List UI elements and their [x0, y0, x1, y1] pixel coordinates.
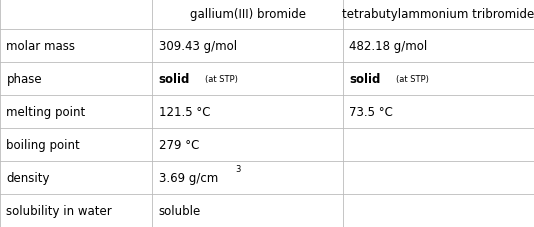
Text: density: density — [6, 171, 50, 184]
Text: melting point: melting point — [6, 105, 85, 118]
Text: 279 °C: 279 °C — [159, 138, 199, 151]
Text: molar mass: molar mass — [6, 39, 75, 52]
Text: solid: solid — [349, 72, 381, 85]
Text: (at STP): (at STP) — [396, 74, 429, 83]
Text: 309.43 g/mol: 309.43 g/mol — [159, 39, 237, 52]
Text: solubility in water: solubility in water — [6, 204, 112, 217]
Text: 3: 3 — [235, 164, 240, 173]
Text: tetrabutylammonium tribromide: tetrabutylammonium tribromide — [342, 8, 534, 21]
Text: gallium(III) bromide: gallium(III) bromide — [190, 8, 305, 21]
Text: soluble: soluble — [159, 204, 201, 217]
Text: 3.69 g/cm: 3.69 g/cm — [159, 171, 218, 184]
Text: 73.5 °C: 73.5 °C — [349, 105, 393, 118]
Text: 121.5 °C: 121.5 °C — [159, 105, 210, 118]
Text: (at STP): (at STP) — [206, 74, 238, 83]
Text: solid: solid — [159, 72, 190, 85]
Text: 482.18 g/mol: 482.18 g/mol — [349, 39, 428, 52]
Text: phase: phase — [6, 72, 42, 85]
Text: boiling point: boiling point — [6, 138, 80, 151]
